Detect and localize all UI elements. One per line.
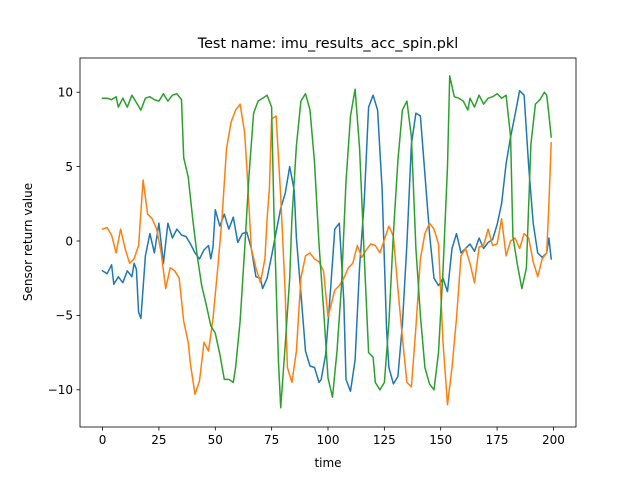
x-tick-label: 150 [429,433,452,447]
x-tick-label: 0 [99,433,107,447]
y-tick-label: −10 [48,383,73,397]
series-layer [101,75,553,409]
x-tick-label: 50 [208,433,223,447]
series-line-1 [101,89,553,393]
x-tick-label: 100 [317,433,340,447]
x-tick-label: 75 [264,433,279,447]
y-tick-label: −5 [55,309,73,323]
y-tick-label: 5 [65,160,73,174]
y-axis-label: Sensor return value [21,183,35,301]
y-tick-label: 0 [65,234,73,248]
x-tick-label: 200 [542,433,565,447]
x-axis: 0 25 50 75 100 125 150 175 200 [99,427,565,447]
chart-title: Test name: imu_results_acc_spin.pkl [197,36,459,52]
y-tick-label: 10 [58,86,73,100]
x-tick-label: 125 [373,433,396,447]
x-axis-label: time [314,456,341,470]
x-tick-label: 25 [151,433,166,447]
x-tick-label: 175 [486,433,509,447]
y-axis: −10 −5 0 5 10 [48,86,80,397]
series-line-3 [101,75,553,409]
series-line-2 [101,103,552,406]
